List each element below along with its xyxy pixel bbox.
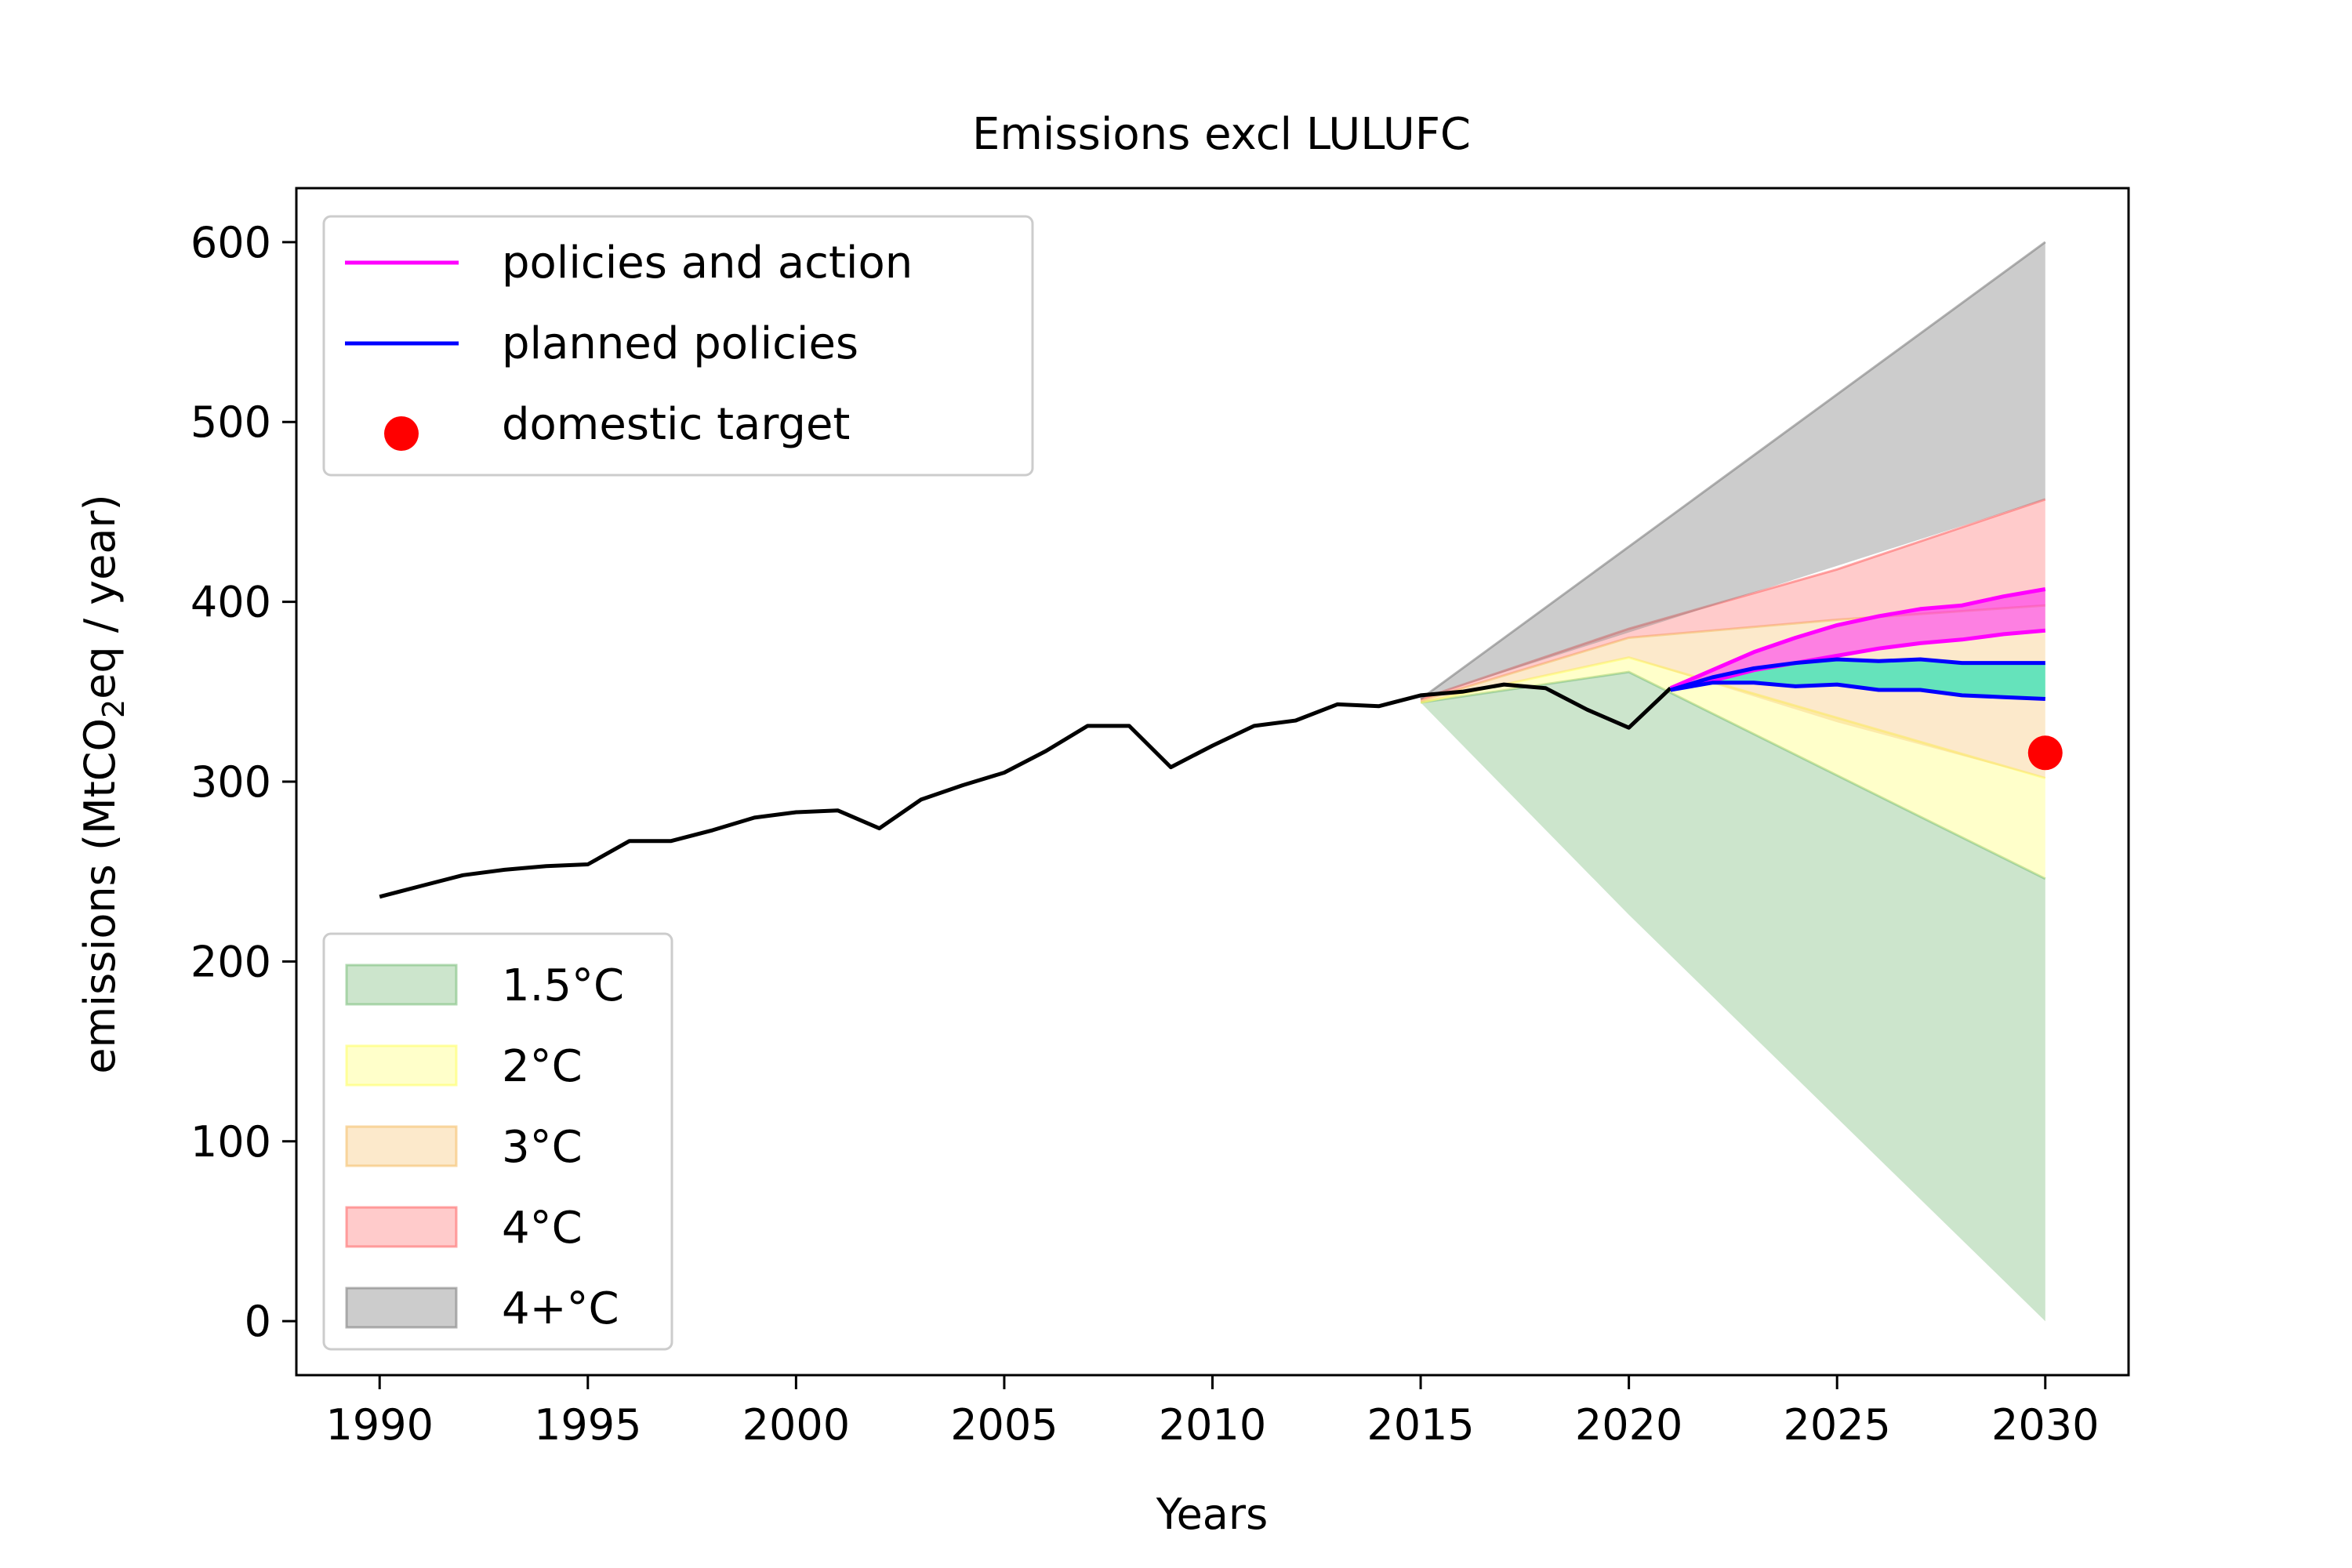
legend-swatch-3c: [345, 1125, 458, 1167]
legend-label-4c: 4°C: [502, 1203, 583, 1254]
band-4c-edge: [1420, 498, 2046, 700]
legend-lines-box: [322, 215, 1034, 477]
band-1-5c: [1421, 672, 2045, 1322]
legend-entry-domestic-target-swatch: [384, 416, 419, 451]
legend-entry-domestic-target-label: domestic target: [502, 399, 850, 450]
band-3c-edge: [1420, 604, 2045, 702]
x-tick-label: 2015: [1367, 1400, 1474, 1450]
legend-entry-planned-policies-label: planned policies: [502, 318, 858, 369]
legend-label-4-plusc: 4+°C: [502, 1283, 619, 1334]
legend-bands: 1.5°C 2°C 3°C 4°C 4+°C: [322, 932, 673, 1351]
x-tick-label: 1990: [326, 1400, 434, 1450]
plot-area: [379, 241, 2063, 1322]
legend-swatch-4c: [345, 1206, 458, 1248]
y-tick-label: 400: [191, 578, 271, 627]
historical-emissions-line: [379, 682, 1672, 899]
x-tick-label: 2010: [1159, 1400, 1266, 1450]
y-tick-label: 300: [191, 757, 271, 807]
planned-policies-line-lower: [1670, 681, 2045, 701]
planned-policies-line-upper: [1670, 657, 2045, 692]
legend-label-1-5c: 1.5°C: [502, 960, 624, 1011]
y-tick-label: 600: [191, 218, 271, 267]
legend-swatch-4-plusc: [345, 1287, 458, 1329]
axes: 1990 1995 2000 2005 2010 2015 2020 2025 2030 0 100…: [191, 218, 2100, 1450]
band-1-5c-edge: [1420, 670, 2046, 880]
band-2c: [1421, 657, 2045, 879]
legend-label-2c: 2°C: [502, 1041, 583, 1092]
x-tick-label: 2020: [1575, 1400, 1682, 1450]
chart-title: Emissions excl LULUFC: [972, 109, 1471, 160]
policies-and-action-line-lower: [1670, 628, 2046, 691]
x-tick-label: 2005: [950, 1400, 1058, 1450]
x-tick-label: 2030: [1991, 1400, 2099, 1450]
y-tick-label: 0: [245, 1297, 271, 1346]
x-tick-label: 2025: [1783, 1400, 1890, 1450]
legend-lines: policies and action planned policies domes…: [322, 215, 1034, 477]
y-tick-label: 500: [191, 397, 271, 447]
y-axis-label-subscript: 2: [96, 699, 131, 718]
band-4-plusc-edge: [1420, 241, 2046, 700]
y-axis-label: emissions (MtCO2eq / year): [75, 494, 131, 1073]
legend-label-3c: 3°C: [502, 1122, 583, 1173]
x-tick-label: 2000: [742, 1400, 850, 1450]
legend-swatch-1-5c: [345, 964, 458, 1006]
y-tick-label: 200: [191, 937, 271, 986]
domestic-target-point: [2027, 735, 2063, 771]
x-tick-label: 1995: [534, 1400, 641, 1450]
y-tick-label: 100: [191, 1117, 271, 1167]
legend-entry-policies-and-action-label: policies and action: [502, 238, 913, 289]
policies-and-action-line-upper: [1669, 587, 2046, 690]
x-axis-label: Years: [1156, 1490, 1268, 1539]
legend-swatch-2c: [345, 1044, 458, 1087]
projection-range-fill-1: [1670, 589, 2045, 688]
